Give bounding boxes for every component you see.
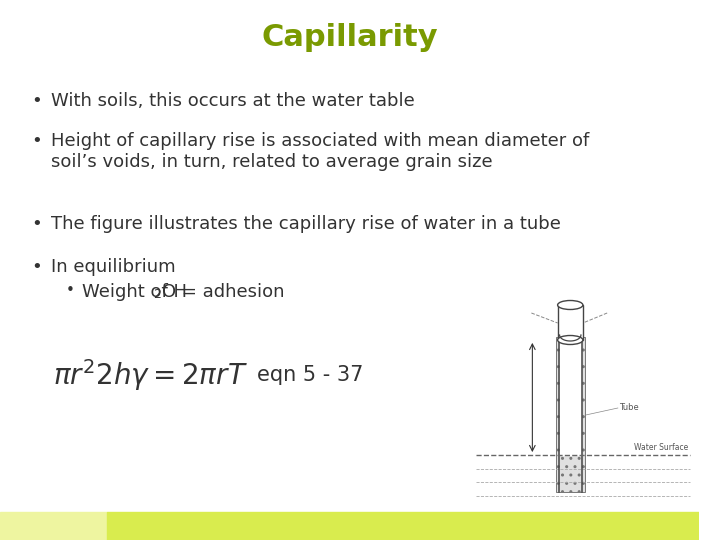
- Bar: [557, 305, 583, 340]
- Text: •: •: [32, 92, 42, 110]
- Text: Water Surface: Water Surface: [634, 443, 688, 452]
- Text: •: •: [32, 258, 42, 276]
- Text: $\pi r^2 2h\gamma = 2\pi rT$: $\pi r^2 2h\gamma = 2\pi rT$: [53, 357, 248, 393]
- Bar: [0, 512, 107, 540]
- Text: 2: 2: [153, 288, 161, 301]
- Text: With soils, this occurs at the water table: With soils, this occurs at the water tab…: [50, 92, 414, 110]
- Text: The figure illustrates the capillary rise of water in a tube: The figure illustrates the capillary ris…: [50, 215, 560, 233]
- Bar: [559, 340, 581, 455]
- Bar: [107, 512, 699, 540]
- Text: •: •: [32, 215, 42, 233]
- Ellipse shape: [557, 300, 583, 309]
- Ellipse shape: [557, 335, 583, 345]
- Text: O = adhesion: O = adhesion: [162, 283, 284, 301]
- Text: Capillarity: Capillarity: [261, 24, 438, 52]
- Text: •: •: [66, 283, 74, 298]
- Text: In equilibrium: In equilibrium: [50, 258, 175, 276]
- Text: Height of capillary rise is associated with mean diameter of
soil’s voids, in tu: Height of capillary rise is associated w…: [50, 132, 589, 171]
- Text: eqn 5 - 37: eqn 5 - 37: [258, 365, 364, 385]
- Text: Tube: Tube: [618, 402, 639, 411]
- Bar: [556, 337, 585, 492]
- Text: •: •: [32, 132, 42, 150]
- Text: Weight of H: Weight of H: [81, 283, 186, 301]
